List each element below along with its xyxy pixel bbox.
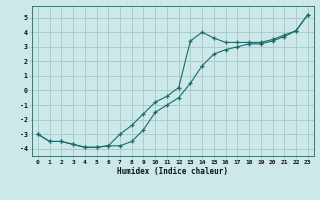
X-axis label: Humidex (Indice chaleur): Humidex (Indice chaleur) (117, 167, 228, 176)
